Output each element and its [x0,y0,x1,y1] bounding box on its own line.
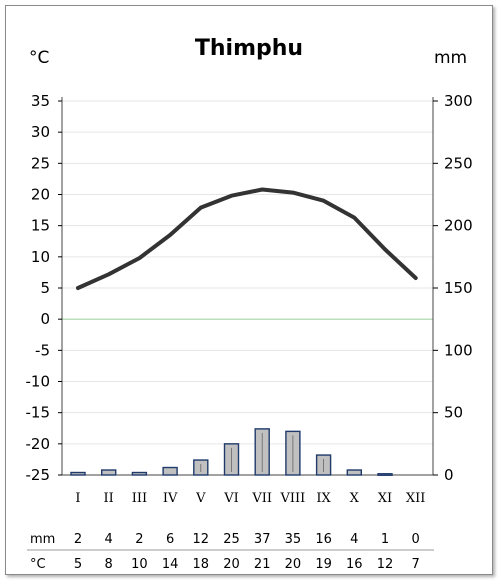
precip-bar [162,466,178,476]
table-temp-value: 12 [377,557,394,572]
precip-bar [131,471,148,476]
table-temp-value: 14 [162,557,179,572]
table-precip-value: 2 [135,532,143,547]
left-tick-label: -25 [26,466,51,484]
month-labels: I II III IV V VI VII VIII IX X XI XII [75,491,425,506]
month-label: XI [378,491,392,506]
right-tick-label: 200 [444,217,473,235]
table-temp-value: 21 [254,557,271,572]
table-temp-value: 10 [131,557,148,572]
table-temp-value: 19 [315,557,332,572]
table-temp-label: °C [30,557,46,572]
left-axis-ticks: 35 30 25 20 15 10 5 0 -5 -10 -15 -20 -25 [26,92,62,484]
chart-frame [5,5,493,575]
table-precip-label: mm [30,532,55,547]
table-precip-value: 6 [166,532,174,547]
left-tick-label: -10 [26,373,51,391]
table-precip-value: 4 [350,532,358,547]
month-label: V [195,491,206,506]
data-table: mm°C2 4 2 6 12 25 37 35 16 4 1 05 8 10 14 18 20 21 20 19 16 1… [27,532,434,572]
left-tick-label: 30 [31,123,50,141]
table-precip-value: 4 [105,532,113,547]
month-label: VII [251,491,272,506]
temperature-polyline [76,187,418,290]
month-label: II [104,491,114,506]
table-temp-value: 18 [193,557,210,572]
left-tick-label: 25 [31,154,50,172]
table-precip-value: 2 [74,532,82,547]
table-temp-value: 5 [74,557,82,572]
left-tick-label: 20 [31,186,50,204]
left-tick-label: 5 [40,279,50,297]
left-axis-unit: °C [29,48,49,68]
grid-lines [62,100,433,476]
table-temp-value: 20 [223,557,240,572]
table-temp-value: 8 [105,557,113,572]
month-label: X [350,491,360,506]
precip-bar [377,473,393,476]
table-temp-value: 20 [285,557,302,572]
left-tick-label: -5 [35,341,50,359]
right-tick-label: 100 [444,341,473,359]
table-precip-value: 35 [285,532,302,547]
precip-bar [70,471,86,476]
precip-bar [346,469,362,476]
right-axis-unit: mm [434,48,467,68]
precip-bar [100,469,117,476]
table-temp-value: 7 [412,557,420,572]
table-precip-value: 1 [381,532,389,547]
left-tick-label: 35 [31,92,50,110]
right-tick-label: 300 [444,92,473,110]
right-tick-label: 0 [444,466,454,484]
month-label: III [132,491,147,506]
left-tick-label: -20 [26,435,51,453]
temperature-line [76,187,418,290]
month-label: IV [163,491,178,506]
month-label: VI [223,491,239,506]
month-label: I [75,491,80,506]
month-label: IX [316,491,331,506]
table-precip-value: 12 [193,532,210,547]
table-precip-value: 25 [223,532,240,547]
month-label: VIII [280,491,306,506]
axes [61,97,434,476]
table-temp-value: 16 [346,557,363,572]
precipitation-bars [70,428,393,476]
left-tick-label: 0 [40,310,50,328]
left-tick-label: 10 [31,248,50,266]
left-tick-label: 15 [31,217,50,235]
right-tick-label: 50 [444,404,463,422]
right-tick-label: 250 [444,154,473,172]
table-precip-value: 0 [412,532,420,547]
table-precip-value: 37 [254,532,271,547]
right-tick-label: 150 [444,279,473,297]
month-label: XII [406,491,426,506]
table-precip-value: 16 [315,532,332,547]
chart-title: Thimphu [195,36,303,61]
left-tick-label: -15 [26,404,51,422]
right-axis-ticks: 300 250 200 150 100 50 0 [433,92,473,484]
